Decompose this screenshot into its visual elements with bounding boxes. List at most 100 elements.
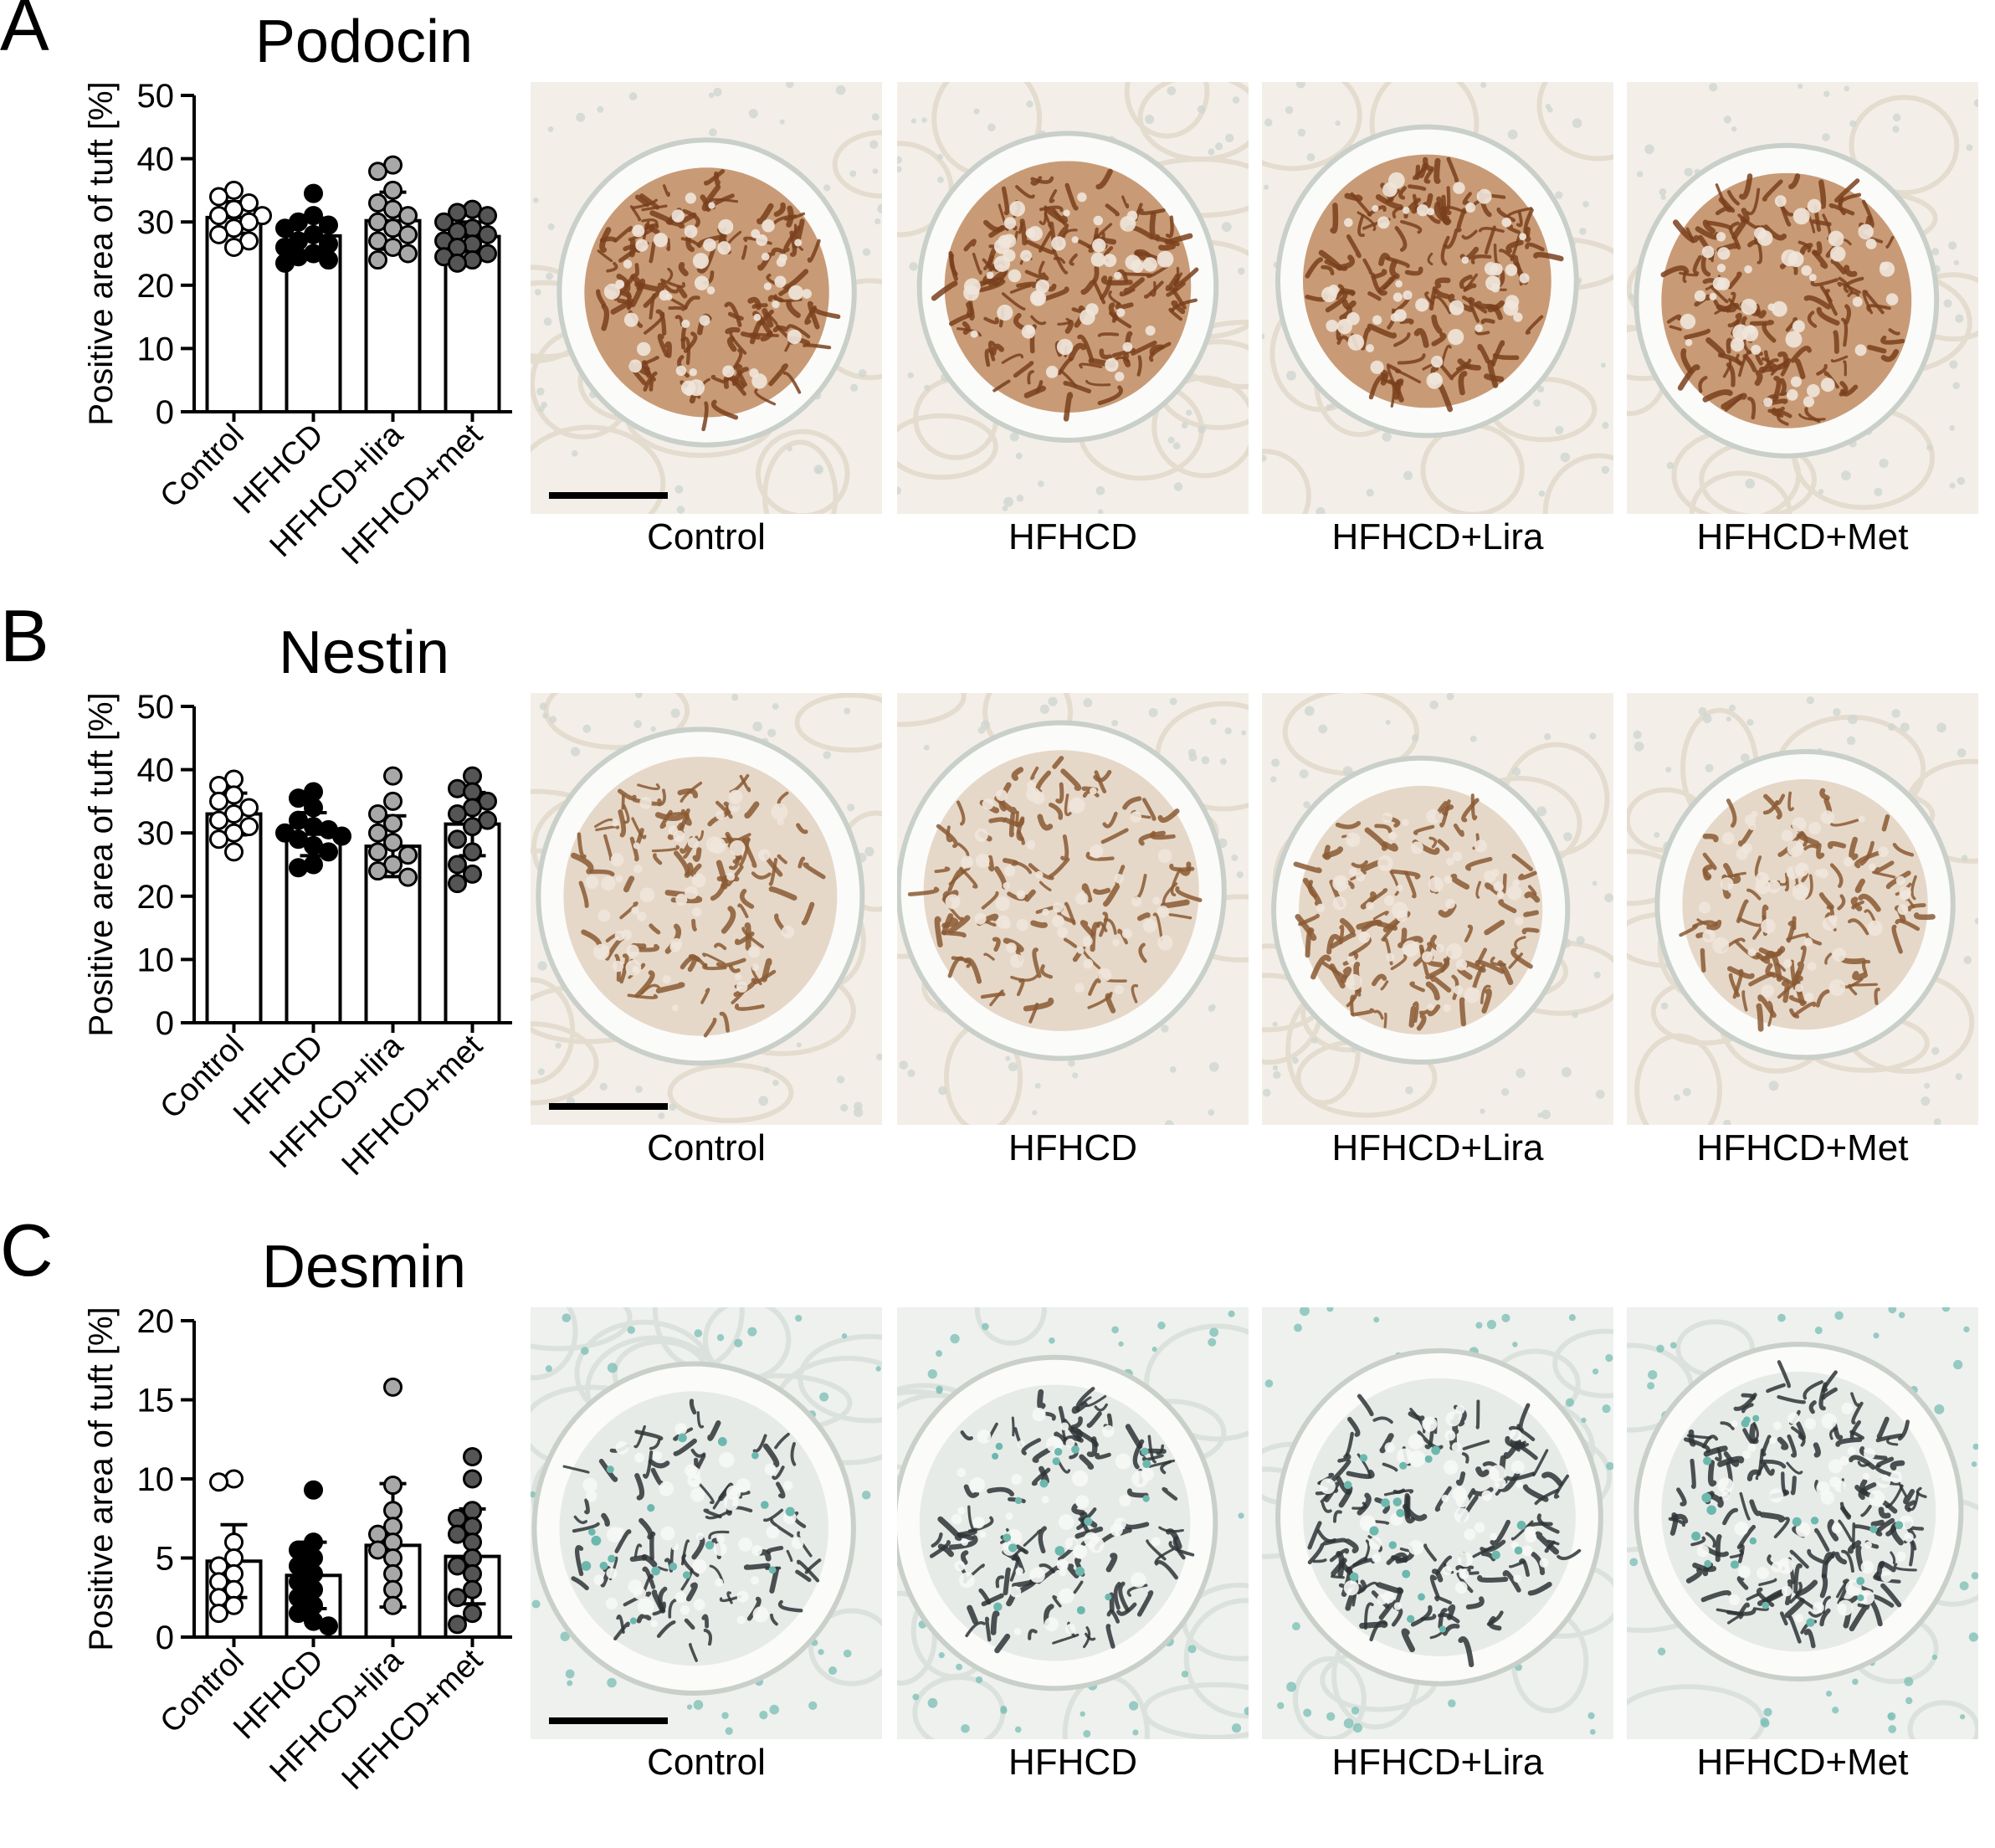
capillary-lumen [1792, 320, 1805, 333]
stain-mark [677, 355, 690, 378]
stain-mark [712, 1485, 730, 1510]
capillary-lumen [610, 853, 624, 867]
nucleus [1682, 1087, 1691, 1096]
nucleus [1633, 741, 1644, 752]
stain-mark [1345, 1538, 1359, 1553]
nucleus [571, 449, 578, 457]
nucleus [1931, 1654, 1938, 1661]
stain-mark [1870, 1519, 1885, 1527]
stain-mark [1749, 1423, 1759, 1445]
tubule [1849, 95, 1960, 196]
capillary-lumen [1747, 947, 1757, 957]
stain-mark [1821, 1387, 1838, 1400]
stain-mark [1819, 1608, 1831, 1627]
nucleus [1895, 1521, 1904, 1530]
stain-mark [1772, 376, 1782, 402]
nucleus [1952, 382, 1960, 390]
capillary-lumen [995, 789, 1008, 801]
capillary-lumen [1519, 273, 1530, 284]
stain-mark [1429, 974, 1452, 993]
stain-mark [972, 252, 982, 275]
capillary-lumen [1131, 1572, 1146, 1588]
capillary-lumen [1059, 1568, 1067, 1577]
nucleus [1818, 489, 1824, 495]
stain-mark [1746, 888, 1762, 901]
stain-mark [634, 194, 650, 208]
stain-mark [1123, 272, 1152, 277]
capillary-lumen [1744, 264, 1752, 274]
stain-mark [1480, 318, 1495, 325]
capillary-lumen [1448, 329, 1464, 346]
stain-mark [1170, 868, 1182, 897]
capillary-lumen [713, 1542, 727, 1557]
capillary-lumen [586, 1491, 597, 1502]
nucleus [1201, 756, 1210, 765]
stain-mark [766, 1545, 784, 1554]
stain-mark [796, 1559, 820, 1583]
stain-mark [1295, 913, 1317, 942]
data-point [448, 253, 467, 273]
stain-mark [1003, 1567, 1011, 1596]
stain-mark [1470, 793, 1478, 821]
nucleus [1601, 465, 1610, 475]
stain-mark [1830, 355, 1849, 363]
stain-mark [1777, 1360, 1792, 1389]
stain-mark [982, 919, 997, 927]
capillary-lumen [1709, 292, 1717, 300]
stain-mark [691, 918, 697, 932]
nucleus [1181, 422, 1188, 429]
stain-mark [1757, 1589, 1785, 1606]
nucleus [1186, 409, 1192, 416]
capillary-lumen [1445, 1411, 1461, 1427]
data-point [368, 804, 387, 824]
capillary-lumen [1804, 1418, 1816, 1430]
stain-mark [1841, 317, 1849, 347]
stain-mark [931, 1532, 943, 1548]
stain-mark [1064, 901, 1076, 926]
stain-mark [1408, 1005, 1417, 1028]
data-point [224, 842, 244, 862]
stain-mark [651, 844, 680, 853]
micrograph-label: HFHCD [1008, 516, 1137, 557]
nucleus [869, 140, 879, 149]
capillary-lumen [634, 1452, 644, 1463]
stain-mark [597, 249, 613, 263]
nucleus [1262, 454, 1267, 462]
nucleus [1241, 730, 1247, 736]
stain-mark [1690, 1536, 1706, 1547]
nucleus [670, 708, 680, 718]
nucleus [545, 1365, 552, 1373]
stain-mark [990, 343, 1005, 356]
capillary-lumen [1347, 838, 1355, 845]
stain-mark [664, 341, 672, 358]
stain-mark [762, 308, 774, 328]
stain-mark [1032, 947, 1042, 978]
nucleus [1407, 1614, 1415, 1623]
stain-mark [1097, 385, 1123, 406]
nucleus [547, 126, 554, 132]
stain-mark [619, 901, 639, 920]
stain-mark [1527, 1522, 1553, 1528]
capillary-lumen [1452, 851, 1463, 861]
capillary-lumen [1807, 384, 1820, 398]
capillary-lumen [735, 973, 742, 981]
stain-mark [782, 269, 809, 290]
capillary-lumen [685, 886, 698, 900]
stain-mark [1913, 912, 1936, 921]
micrograph-hfhcd-met [1627, 82, 1978, 514]
stain-mark [1393, 332, 1411, 347]
capillary-lumen [626, 944, 639, 958]
data-point [398, 867, 418, 887]
capillary-lumen [970, 330, 978, 338]
stain-mark [1862, 290, 1874, 315]
stain-mark [1009, 284, 1032, 294]
nucleus [1555, 425, 1564, 435]
capillary-lumen [1501, 217, 1512, 228]
stain-mark [768, 363, 788, 387]
stain-mark [610, 298, 634, 315]
stain-mark [1160, 1460, 1172, 1475]
capillary-lumen [611, 819, 619, 827]
stain-mark [1524, 226, 1531, 243]
capillary-lumen [1151, 1537, 1161, 1547]
nucleus [1002, 506, 1008, 511]
